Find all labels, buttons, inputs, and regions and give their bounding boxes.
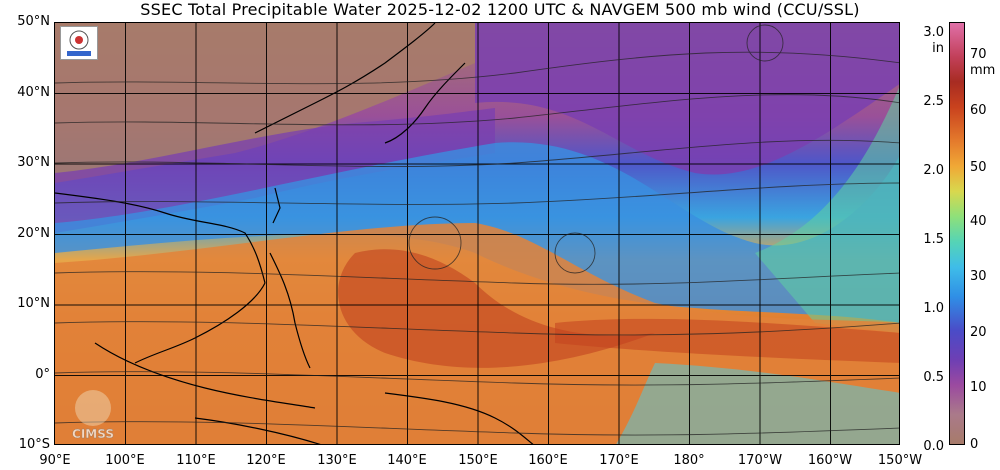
lon-label-140e: 140°E: [387, 453, 427, 468]
lon-label-130e: 130°E: [317, 453, 357, 468]
coast-philippines: [269, 252, 311, 369]
transition-east: [755, 87, 899, 333]
lat-label-0: 0°: [35, 367, 50, 382]
cimss-watermark: CIMSS: [58, 386, 128, 442]
mm-tick-30: 30: [970, 269, 987, 284]
mm-tick-10: 10: [970, 380, 987, 395]
inch-tick-1-0: 1.0: [923, 301, 944, 316]
colorbar: [949, 22, 965, 445]
wind-streamlines: [55, 24, 899, 436]
mm-tick-20: 20: [970, 325, 987, 340]
coast-indonesia: [94, 342, 316, 409]
tpw-map-svg: [55, 23, 899, 444]
coast-java: [194, 417, 321, 444]
lat-label-30n: 30°N: [17, 155, 50, 170]
lon-label-110e: 110°E: [176, 453, 216, 468]
inch-tick-1-5: 1.5: [923, 232, 944, 247]
lon-label-90e: 90°E: [39, 453, 71, 468]
coast-japan: [384, 62, 466, 144]
ssec-logo-icon: [67, 30, 91, 56]
lon-label-120e: 120°E: [246, 453, 286, 468]
inch-tick-2-0: 2.0: [923, 163, 944, 178]
lon-label-160w: 160°W: [807, 453, 853, 468]
mm-tick-70: 70: [970, 47, 987, 62]
mm-tick-40: 40: [970, 214, 987, 229]
cimss-text: CIMSS: [72, 427, 114, 441]
mm-tick-0: 0: [970, 437, 979, 452]
lon-label-170w: 170°W: [737, 453, 783, 468]
graticule: [55, 23, 899, 444]
lon-label-100e: 100°E: [105, 453, 145, 468]
mm-unit-label: mm: [970, 63, 996, 78]
coast-new-guinea: [384, 392, 534, 444]
lat-label-10n: 10°N: [17, 296, 50, 311]
inch-unit-label: in: [932, 41, 944, 56]
lon-label-160e: 160°E: [528, 453, 568, 468]
dry-band-east: [475, 23, 899, 175]
lat-label-40n: 40°N: [17, 85, 50, 100]
lat-label-50n: 50°N: [17, 14, 50, 29]
inch-tick-0-0: 0.0: [923, 439, 944, 454]
lon-label-150w: 150°W: [877, 453, 923, 468]
lon-label-170e: 170°E: [599, 453, 639, 468]
coast-indochina: [134, 282, 266, 364]
dry-region: [55, 23, 475, 183]
tpw-map: [54, 22, 900, 445]
inch-tick-3-0: 3.0: [923, 25, 944, 40]
cimss-logo-icon: CIMSS: [72, 390, 114, 441]
itcz-band: [555, 318, 899, 363]
lat-label-10s: 10°S: [18, 437, 50, 452]
lon-label-180: 180°: [673, 453, 705, 468]
coast-asia: [55, 192, 266, 284]
coast-taiwan: [272, 187, 281, 224]
southern-dry-tongue: [616, 363, 899, 444]
mm-tick-50: 50: [970, 160, 987, 175]
lon-label-150e: 150°E: [458, 453, 498, 468]
inch-tick-2-5: 2.5: [923, 94, 944, 109]
mm-tick-60: 60: [970, 103, 987, 118]
coast-korea-japan: [254, 23, 436, 134]
inch-tick-0-5: 0.5: [923, 370, 944, 385]
lat-label-20n: 20°N: [17, 226, 50, 241]
coastlines: [55, 23, 534, 444]
ssec-logo: [60, 26, 98, 60]
map-title: SSEC Total Precipitable Water 2025-12-02…: [140, 0, 860, 19]
